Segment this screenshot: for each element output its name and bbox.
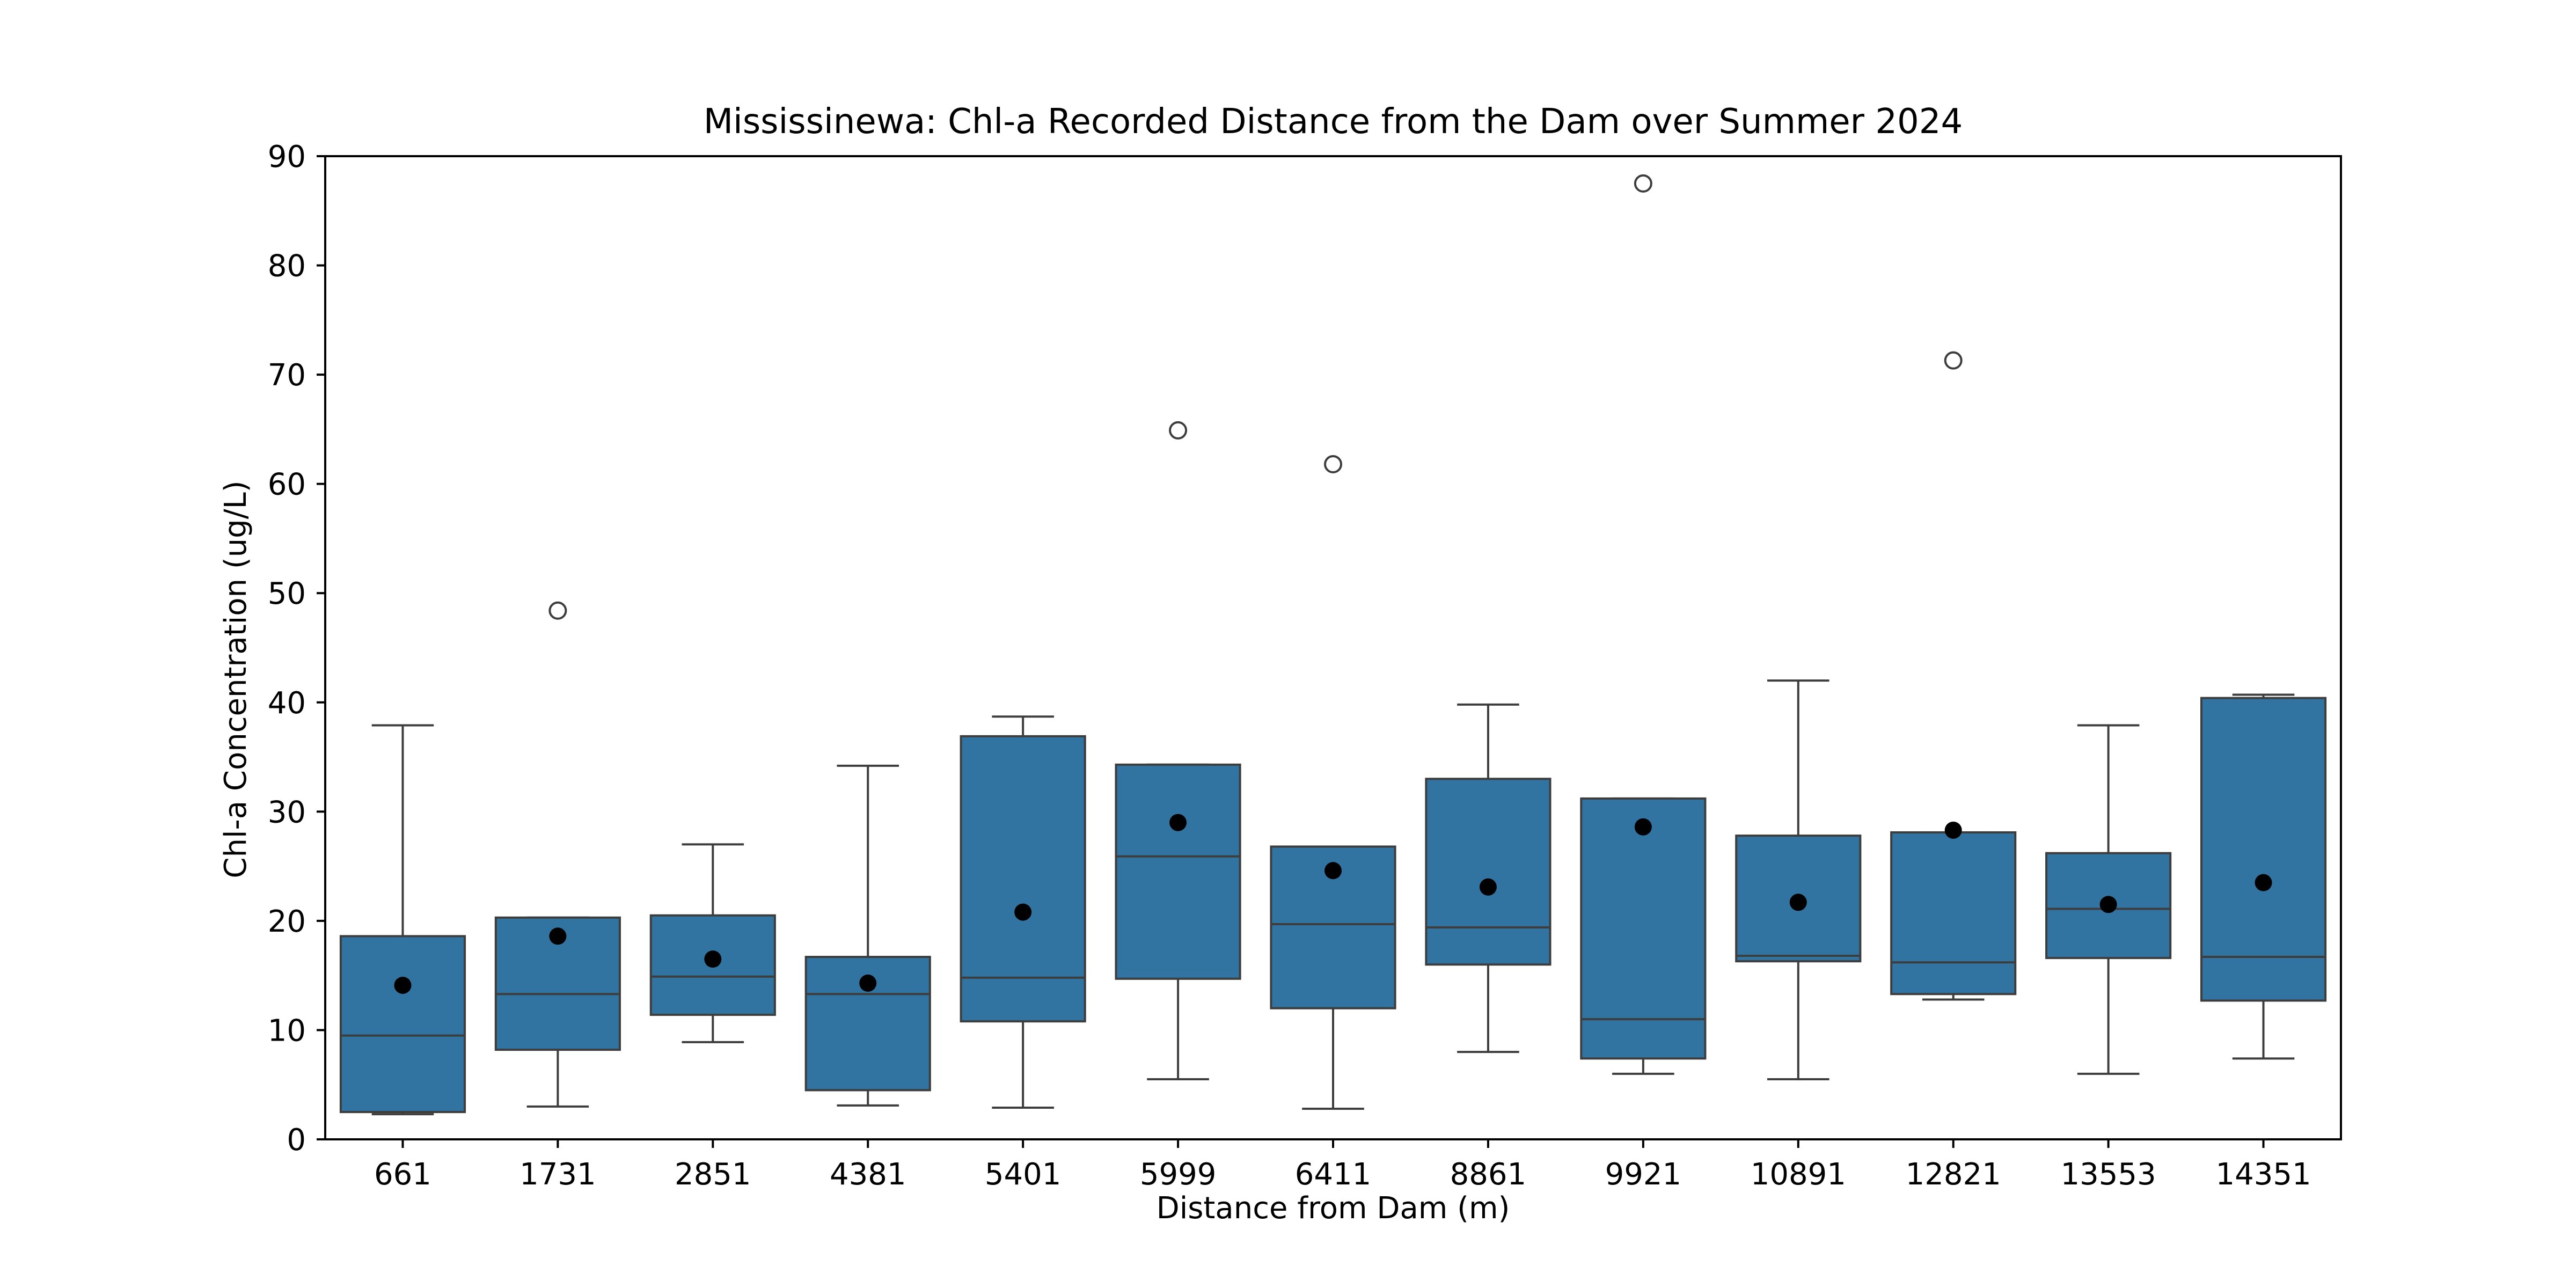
- plot-frame: [324, 155, 2342, 1140]
- box-group: [804, 764, 931, 1107]
- mean-marker: [394, 976, 412, 994]
- box: [1115, 763, 1241, 980]
- mean-marker: [859, 974, 877, 992]
- outlier-point: [1944, 351, 1963, 370]
- box-group: [1270, 455, 1396, 1110]
- box-group: [494, 601, 621, 1108]
- box: [960, 735, 1086, 1023]
- x-tick-label: 4381: [830, 1157, 906, 1192]
- x-tick-label: 8861: [1450, 1157, 1527, 1192]
- x-tick-label: 12821: [1906, 1157, 2001, 1192]
- box: [1425, 778, 1552, 966]
- x-tick-label: 6411: [1295, 1157, 1372, 1192]
- box-group: [1425, 703, 1552, 1053]
- x-tick-label: 661: [374, 1157, 431, 1192]
- box: [2045, 852, 2172, 960]
- y-axis: 0 10 20 30 40 50 60 70 80 90: [268, 140, 325, 1158]
- box: [1890, 831, 2017, 996]
- outlier-point: [1169, 421, 1188, 440]
- x-tick-label: 9921: [1605, 1157, 1682, 1192]
- x-axis: 661 1731 2851 4381 5401 5999 6411 8861 9921 10891…: [374, 1139, 2311, 1192]
- x-tick-label: 10891: [1751, 1157, 1846, 1192]
- mean-marker: [1944, 821, 1962, 839]
- y-tick-label: 10: [268, 1013, 306, 1048]
- mean-marker: [2255, 874, 2272, 891]
- box-group: [1890, 351, 2017, 1001]
- box-group: [2200, 693, 2327, 1060]
- mean-marker: [1789, 894, 1807, 911]
- y-tick-label: 60: [268, 467, 306, 502]
- box: [2200, 697, 2327, 1002]
- y-tick-label: 0: [287, 1123, 306, 1158]
- x-tick-label: 5401: [985, 1157, 1062, 1192]
- mean-marker: [704, 950, 722, 968]
- mean-marker: [1324, 862, 1342, 880]
- chart-title: Mississinewa: Chl-a Recorded Distance fr…: [704, 102, 1963, 142]
- y-tick-label: 80: [268, 249, 306, 284]
- x-tick-label: 1731: [519, 1157, 596, 1192]
- box-group: [1115, 421, 1241, 1081]
- box-group: [2045, 724, 2172, 1075]
- y-tick-label: 40: [268, 686, 306, 721]
- mean-marker: [1169, 814, 1187, 831]
- x-axis-label: Distance from Dam (m): [1157, 1191, 1510, 1226]
- box-group: [960, 715, 1086, 1109]
- mean-marker: [2099, 896, 2117, 913]
- outlier-point: [1324, 455, 1342, 474]
- x-tick-label: 2851: [675, 1157, 751, 1192]
- y-tick-label: 20: [268, 904, 306, 939]
- plot-area: [339, 174, 2327, 1116]
- box-group: [649, 843, 776, 1043]
- x-tick-label: 5999: [1140, 1157, 1217, 1192]
- x-tick-label: 14351: [2215, 1157, 2311, 1192]
- y-tick-label: 70: [268, 358, 306, 393]
- box-group: [1580, 174, 1707, 1075]
- box-group: [339, 724, 466, 1116]
- outlier-point: [548, 601, 567, 620]
- outlier-point: [1634, 174, 1652, 193]
- y-tick-label: 90: [268, 140, 306, 174]
- mean-marker: [1634, 818, 1652, 836]
- y-tick-label: 50: [268, 576, 306, 611]
- mean-marker: [1014, 903, 1032, 921]
- y-axis-label: Chl-a Concentration (ug/L): [218, 480, 253, 878]
- box: [339, 935, 466, 1114]
- mean-marker: [1479, 878, 1497, 896]
- x-tick-label: 13553: [2061, 1157, 2156, 1192]
- box: [1580, 797, 1707, 1060]
- mean-marker: [549, 927, 567, 945]
- box-group: [1735, 679, 1862, 1081]
- y-tick-label: 30: [268, 795, 306, 830]
